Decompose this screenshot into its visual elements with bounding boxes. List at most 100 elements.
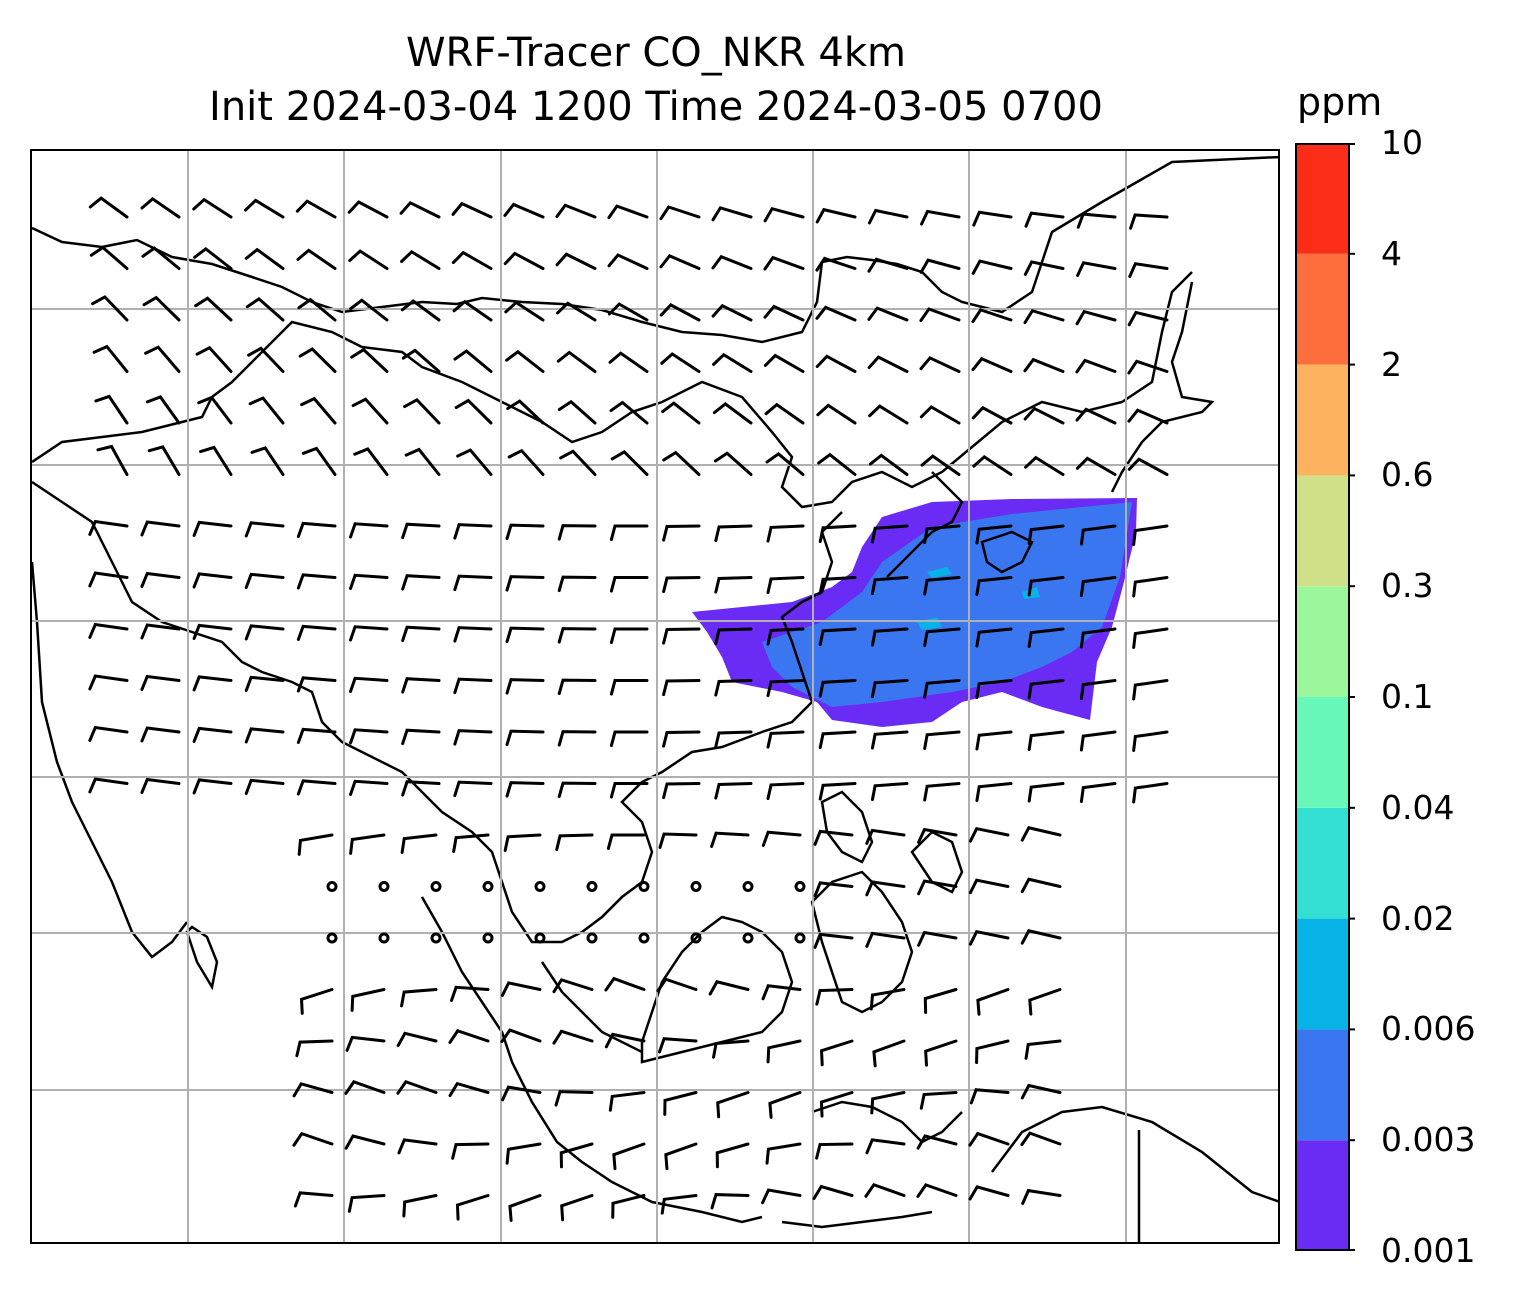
wind-barb: [453, 626, 493, 643]
wind-barb: [396, 1031, 438, 1048]
wind-barb: [245, 297, 285, 322]
wind-barb: [764, 402, 805, 425]
wind-barb: [714, 524, 753, 543]
calm-wind-marker: [326, 932, 338, 944]
wind-barb: [712, 402, 753, 425]
wind-barb: [818, 627, 857, 647]
wind-barb: [923, 782, 961, 802]
wind-barb: [400, 299, 441, 322]
wind-barb: [1023, 308, 1065, 325]
wind-barb: [607, 253, 649, 270]
wind-barb: [923, 576, 961, 596]
wind-barb: [301, 446, 337, 476]
wind-barb: [868, 453, 909, 476]
wind-barb: [869, 988, 906, 1011]
wind-barb: [766, 524, 805, 543]
tracer-high-spots: [917, 567, 1040, 630]
colorbar-segment: [1295, 364, 1350, 476]
calm-wind-marker: [638, 932, 650, 944]
wind-barb: [1020, 826, 1062, 842]
wind-barb: [452, 299, 493, 322]
wind-barb: [193, 246, 233, 270]
wind-barb: [451, 1142, 490, 1160]
wind-barb: [714, 730, 753, 749]
wind-barb: [453, 574, 493, 592]
wind-barb: [244, 572, 285, 589]
wind-barb: [140, 197, 181, 219]
wind-barb: [141, 246, 181, 270]
wind-barb: [452, 833, 490, 853]
wind-barb: [1075, 407, 1117, 425]
wind-barb: [923, 679, 961, 699]
wind-barb: [1079, 576, 1117, 597]
calm-wind-marker: [794, 881, 806, 892]
wind-barb: [297, 833, 334, 856]
wind-barb: [766, 782, 805, 801]
wind-barb: [505, 1142, 542, 1165]
wind-barb: [867, 208, 909, 225]
calm-wind-marker: [690, 932, 702, 944]
wind-barb: [919, 405, 961, 425]
wind-barb: [812, 1184, 854, 1200]
wind-barb: [296, 248, 337, 270]
wind-barb: [555, 833, 594, 851]
wind-barb: [1079, 627, 1117, 649]
wind-barb: [662, 450, 701, 476]
wind-barb: [763, 304, 805, 322]
wind-barb: [870, 1091, 906, 1115]
wind-barb: [662, 524, 701, 542]
wind-barb: [971, 259, 1013, 275]
wind-barb: [400, 988, 438, 1008]
wind-barb: [295, 199, 337, 219]
wind-barb: [297, 297, 337, 322]
calm-wind-marker: [378, 881, 390, 892]
wind-barb: [348, 249, 389, 270]
calm-wind-marker: [430, 932, 442, 944]
calm-wind-marker: [482, 932, 494, 944]
wind-barb: [557, 678, 597, 696]
wind-barb: [505, 575, 545, 592]
colorbar: [1295, 143, 1355, 1251]
wind-barb: [557, 730, 597, 747]
wind-barb: [919, 356, 961, 373]
wind-barb: [140, 520, 181, 537]
wind-barb: [711, 303, 753, 322]
wind-barb: [292, 1082, 334, 1098]
wind-barb: [140, 623, 181, 640]
colorbar-segment: [1295, 918, 1350, 1030]
wind-barb: [292, 1131, 334, 1147]
wind-barb: [552, 1029, 594, 1045]
wind-barb: [916, 1183, 958, 1198]
wind-barb: [658, 832, 698, 849]
wind-barb: [870, 627, 909, 647]
wind-barb: [971, 356, 1013, 373]
map-canvas: [32, 151, 1278, 1242]
wind-barb: [1020, 929, 1062, 945]
wind-barb: [404, 447, 441, 476]
wind-barb: [662, 679, 701, 697]
wind-barb: [612, 1142, 646, 1171]
wind-barb: [766, 730, 805, 749]
wind-barb: [344, 1134, 386, 1150]
wind-barb: [968, 1185, 1010, 1201]
wind-barb: [923, 524, 961, 545]
wind-barb: [298, 347, 337, 373]
wind-barb: [1024, 1039, 1062, 1060]
wind-barb: [350, 988, 386, 1012]
wind-barb: [450, 985, 490, 1003]
wind-barb: [870, 679, 909, 699]
wind-barb: [660, 352, 701, 373]
wind-barb: [555, 252, 597, 270]
wind-barb: [453, 349, 493, 373]
wind-barb: [559, 1142, 594, 1169]
wind-barb: [813, 829, 854, 846]
wind-barb: [1076, 261, 1117, 277]
wind-barb: [607, 204, 649, 220]
wind-barb: [972, 454, 1013, 476]
wind-barb: [609, 524, 649, 542]
calm-wind-marker: [586, 881, 598, 892]
wind-barb: [88, 622, 129, 639]
wind-barb: [349, 298, 389, 322]
wind-barb: [503, 833, 542, 852]
wind-barb: [865, 880, 906, 897]
